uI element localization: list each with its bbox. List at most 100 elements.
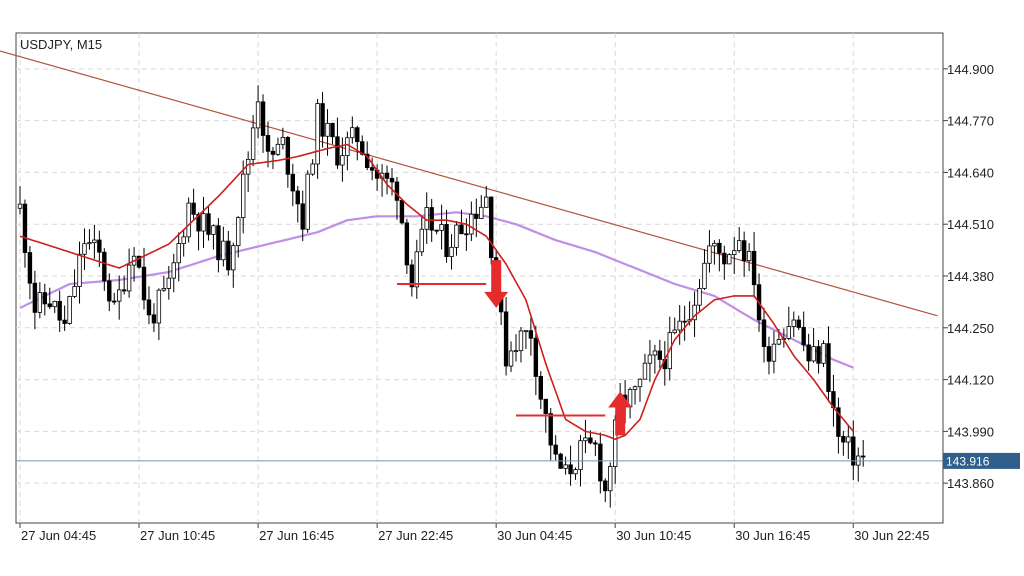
candle-body-bear <box>404 222 410 266</box>
candle <box>151 303 157 333</box>
candle-body-bull <box>786 326 791 339</box>
candle-body-bull <box>156 289 162 324</box>
candle-body-bull <box>211 225 216 235</box>
candle-body-bear <box>761 319 767 348</box>
candle <box>87 229 92 250</box>
candle-body-bull <box>637 378 643 388</box>
candle <box>355 125 360 161</box>
candle-body-bear <box>384 172 390 179</box>
current-price-badge-box <box>943 452 1020 469</box>
candle-body-bear <box>320 103 325 137</box>
candle <box>727 253 732 265</box>
x-tick-label: 30 Jun 04:45 <box>497 528 572 543</box>
candle <box>657 339 663 369</box>
candle-body-bull <box>166 277 171 289</box>
candle-body-bull <box>776 339 782 345</box>
candle-body-bull <box>469 213 474 235</box>
y-tick-label: 144.510 <box>947 217 994 232</box>
x-tick-label: 30 Jun 10:45 <box>616 528 691 543</box>
candle <box>806 333 811 371</box>
candle <box>647 340 653 382</box>
candle <box>305 170 310 233</box>
candle-body-bear <box>841 436 846 443</box>
x-tick-label: 27 Jun 04:45 <box>21 528 96 543</box>
candle <box>598 432 603 494</box>
candle-body-bull <box>746 250 752 262</box>
candle-body-bear <box>598 443 603 482</box>
candle-body-bull <box>221 240 226 261</box>
candle-body-bull <box>677 320 682 331</box>
x-axis: 27 Jun 04:45 27 Jun 10:45 27 Jun 16:45 27 J… <box>19 523 929 543</box>
candle <box>345 131 350 171</box>
candle-body-bear <box>206 213 211 235</box>
candle <box>409 259 415 297</box>
sell-signal <box>396 260 509 308</box>
candle <box>469 201 474 242</box>
candle-body-bear <box>533 337 539 377</box>
candle-body-bull <box>647 354 653 364</box>
candle <box>117 275 122 320</box>
candle-body-bear <box>260 101 266 136</box>
candle-body-bull <box>82 243 87 255</box>
candle-body-bear <box>191 202 196 215</box>
candle-body-bull <box>255 101 261 129</box>
candle <box>350 116 355 144</box>
candle-body-bear <box>290 173 295 192</box>
candle <box>518 327 524 363</box>
candle <box>548 407 553 461</box>
candle <box>811 328 816 363</box>
candle <box>255 85 261 139</box>
candle-body-bear <box>538 376 543 400</box>
candle <box>240 160 246 234</box>
candle-body-bull <box>315 103 320 165</box>
candle-body-bear <box>603 480 608 492</box>
candle <box>389 168 395 196</box>
candle <box>196 212 201 251</box>
candle <box>692 291 697 337</box>
candle <box>191 188 196 220</box>
candle-body-bear <box>444 224 449 257</box>
candle-body-bear <box>62 319 67 324</box>
candle-body-bear <box>47 303 52 308</box>
candle <box>47 287 52 310</box>
candle <box>712 240 717 265</box>
candle <box>201 196 206 248</box>
candle-body-bull <box>117 289 122 302</box>
candle <box>414 239 419 299</box>
buy-arrow-icon <box>608 391 633 436</box>
candle <box>568 445 573 486</box>
candle-body-bull <box>697 288 702 306</box>
candle-body-bull <box>578 440 583 471</box>
candle <box>300 190 305 242</box>
candle <box>280 127 286 150</box>
candle <box>761 307 767 363</box>
candle-body-bear <box>741 240 747 262</box>
candle-body-bear <box>57 300 62 321</box>
candle-body-bull <box>171 262 176 279</box>
candle-body-bull <box>77 253 82 287</box>
candle <box>285 135 291 188</box>
candle-body-bear <box>300 203 305 230</box>
candle-body-bear <box>816 346 821 364</box>
candle-body-bull <box>454 224 459 248</box>
candle-body-bull <box>240 173 246 218</box>
candle <box>226 230 231 276</box>
candle-body-bear <box>528 330 534 339</box>
candle <box>37 282 43 319</box>
candle-body-bull <box>449 246 454 257</box>
candle-body-bull <box>513 350 519 353</box>
candle <box>488 196 494 265</box>
candle-body-bear <box>226 240 231 271</box>
candle <box>746 243 752 272</box>
candle-body-bull <box>523 330 529 333</box>
candle-body-bull <box>632 386 638 390</box>
candle <box>538 371 543 410</box>
candle <box>126 248 132 298</box>
candle-body-bear <box>32 282 38 313</box>
candle-body-bull <box>181 236 186 244</box>
current-price-badge: 143.916 <box>943 452 1020 469</box>
candle-body-bull <box>350 127 355 139</box>
candle <box>563 456 568 475</box>
candle-body-bull <box>340 155 345 166</box>
